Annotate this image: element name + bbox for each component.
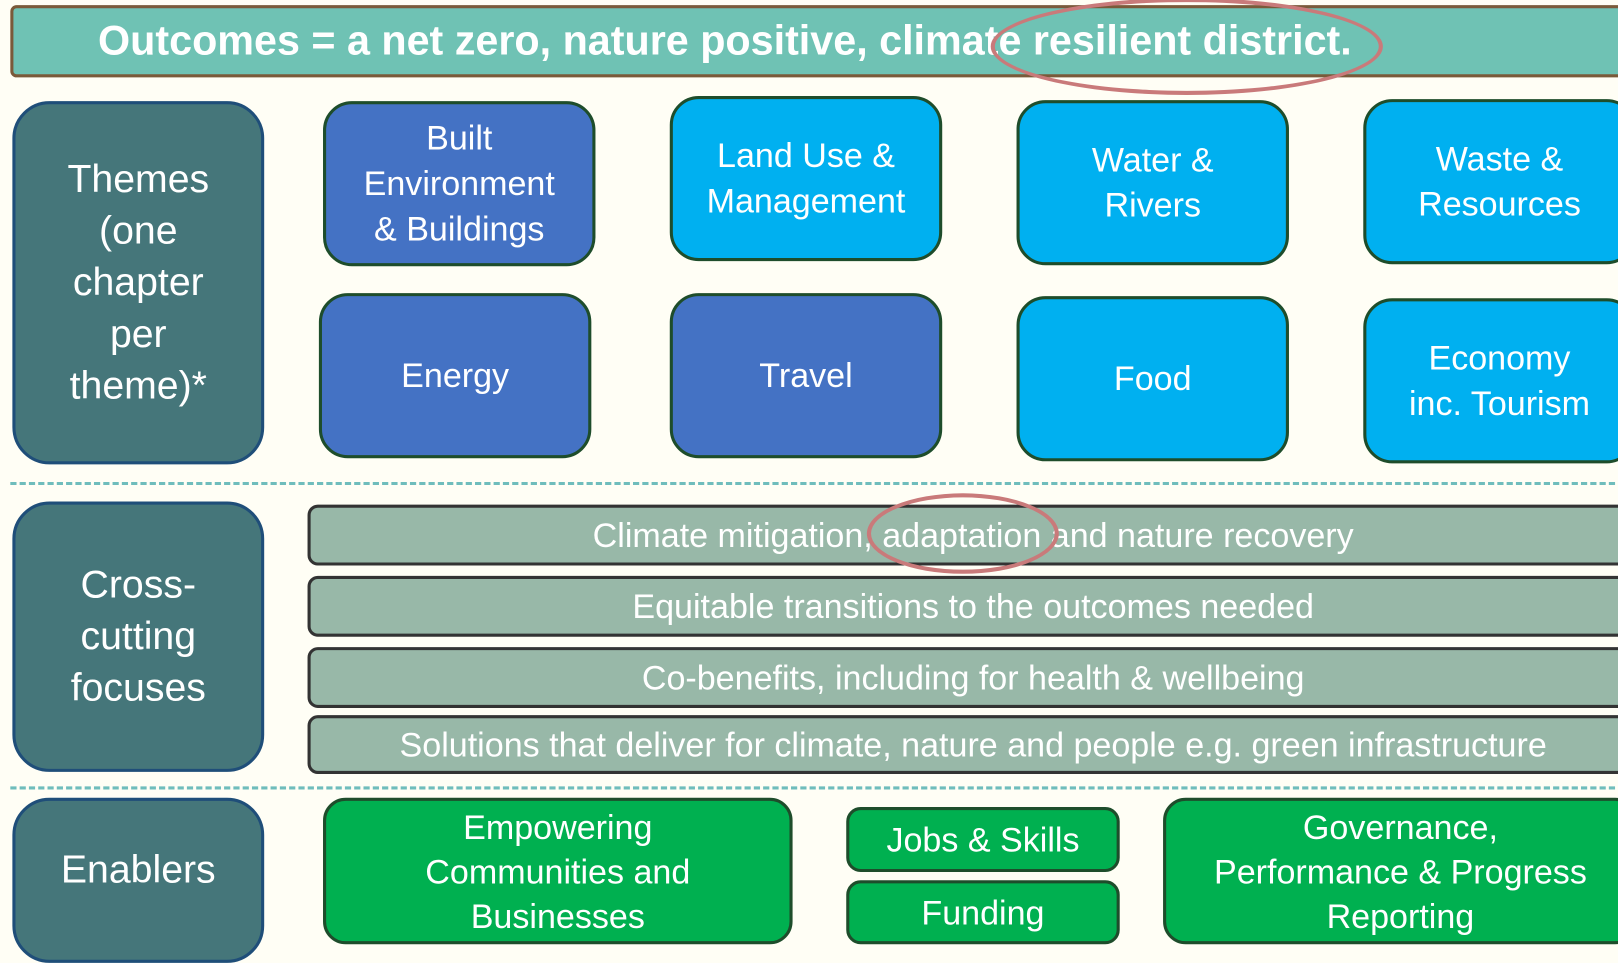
theme-box: Land Use & Management <box>669 95 943 262</box>
cross-cutting-label: Cross- cutting focuses <box>12 501 265 772</box>
enabler-box: Funding <box>846 880 1120 945</box>
enabler-box: Jobs & Skills <box>846 807 1120 873</box>
focus-bar: Co-benefits, including for health & well… <box>307 647 1618 708</box>
themes-label: Themes (one chapter per theme)* <box>12 101 265 465</box>
theme-box: Economy inc. Tourism <box>1363 298 1618 464</box>
theme-box: Built Environment & Buildings <box>323 101 596 267</box>
highlight-ring <box>990 0 1383 95</box>
focus-bar: Equitable transitions to the outcomes ne… <box>307 575 1618 637</box>
divider <box>10 786 1618 790</box>
theme-box: Energy <box>318 293 592 459</box>
divider <box>10 481 1618 486</box>
theme-box: Water & Rivers <box>1016 100 1289 266</box>
theme-box: Food <box>1016 296 1289 462</box>
highlight-ring <box>866 493 1059 574</box>
enabler-box: Governance, Performance & Progress Repor… <box>1163 797 1618 945</box>
focus-bar: Solutions that deliver for climate, natu… <box>307 715 1618 774</box>
enablers-label: Enablers <box>12 797 265 963</box>
enabler-box: Empowering Communities and Businesses <box>323 797 793 945</box>
theme-box: Travel <box>669 293 943 459</box>
theme-box: Waste & Resources <box>1363 99 1618 265</box>
